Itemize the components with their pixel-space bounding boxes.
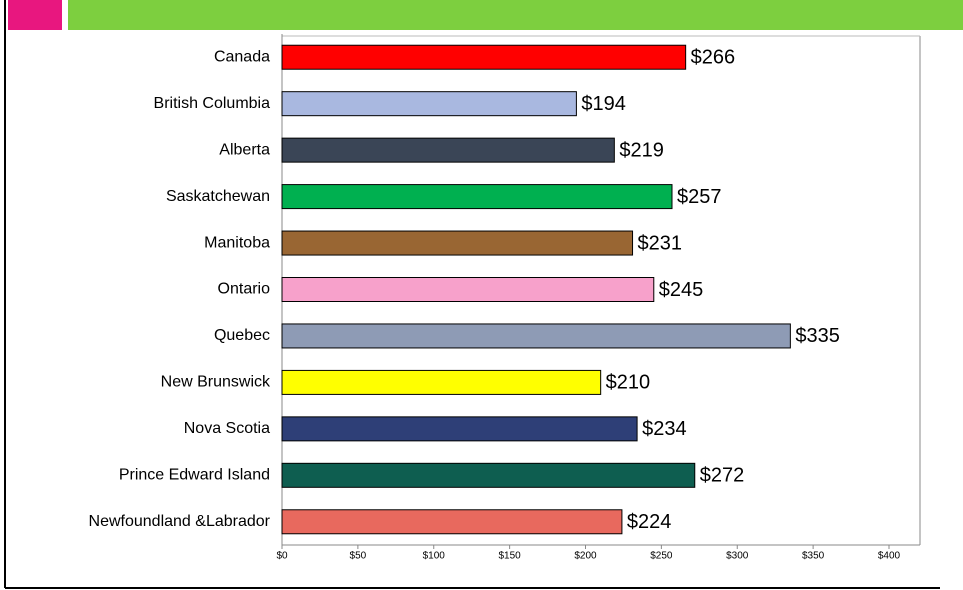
bar [281, 184, 673, 210]
value-label: $224 [627, 511, 672, 533]
bar [281, 462, 696, 488]
x-tick-label: $100 [423, 551, 446, 562]
bar [281, 509, 623, 535]
x-tick-label: $400 [878, 551, 901, 562]
category-label: New Brunswick [161, 374, 271, 391]
pink-block [8, 0, 62, 30]
value-label: $272 [700, 465, 745, 487]
category-label: Ontario [218, 281, 271, 298]
x-tick-label: $200 [574, 551, 597, 562]
green-banner [68, 0, 963, 30]
value-label: $234 [642, 418, 687, 440]
category-label: Canada [214, 48, 270, 65]
category-label: Prince Edward Island [119, 467, 270, 484]
category-label: Nova Scotia [184, 420, 270, 437]
category-label: Alberta [219, 141, 270, 158]
x-tick-label: $0 [276, 551, 288, 562]
value-label: $194 [581, 93, 626, 115]
category-label: Quebec [214, 327, 270, 344]
bar [281, 91, 577, 117]
x-tick-label: $150 [499, 551, 522, 562]
bar [281, 369, 602, 395]
bar [281, 137, 615, 163]
value-label: $266 [691, 47, 736, 69]
bar [281, 323, 791, 349]
bar [281, 416, 638, 442]
value-label: $210 [606, 372, 651, 394]
x-tick-label: $250 [650, 551, 673, 562]
value-label: $257 [677, 186, 722, 208]
x-tick-label: $350 [802, 551, 825, 562]
bar [281, 44, 687, 70]
bar [281, 277, 655, 302]
value-label: $335 [795, 325, 840, 347]
x-tick-label: $300 [726, 551, 749, 562]
category-label: Manitoba [204, 234, 270, 251]
value-label: $245 [659, 279, 704, 301]
bar [281, 230, 634, 256]
value-label: $231 [638, 232, 683, 254]
x-tick-label: $50 [350, 551, 367, 562]
value-label: $219 [619, 139, 664, 161]
category-label: Saskatchewan [166, 188, 270, 205]
category-label: British Columbia [154, 95, 271, 112]
category-label: Newfoundland &Labrador [89, 513, 271, 530]
